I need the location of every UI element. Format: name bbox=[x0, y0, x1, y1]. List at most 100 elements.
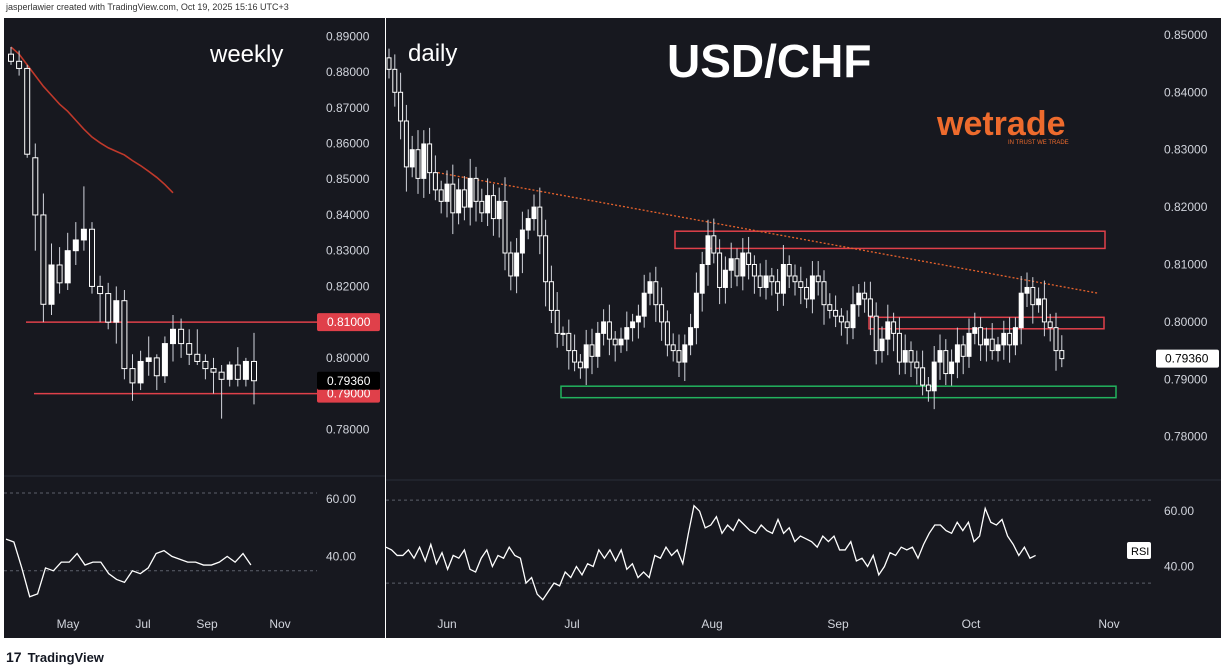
candle-body bbox=[129, 368, 136, 384]
daily-chart-panel[interactable]: 0.85000 0.84000 0.83000 0.82000 0.81000 0.800… bbox=[385, 18, 1221, 638]
candle-body bbox=[612, 338, 618, 346]
daily-title: daily bbox=[408, 40, 457, 67]
candle-body bbox=[427, 143, 433, 174]
candle-body bbox=[949, 361, 955, 375]
candle-body bbox=[792, 275, 798, 283]
candle-body bbox=[502, 200, 508, 254]
rsi-line bbox=[5, 538, 252, 598]
candle-body bbox=[80, 228, 87, 241]
candle-body bbox=[850, 304, 856, 329]
candle-body bbox=[121, 300, 128, 370]
candle-body bbox=[699, 263, 705, 294]
weekly-chart-svg: 0.89000 0.88000 0.87000 0.86000 0.85000 0.840… bbox=[4, 29, 385, 631]
candle-body bbox=[537, 206, 543, 237]
candle-body bbox=[815, 275, 821, 283]
time-tick-label: Nov bbox=[269, 617, 290, 631]
candle-body bbox=[717, 252, 723, 288]
price-tick-label: 0.84000 bbox=[1164, 85, 1208, 99]
candle-body bbox=[722, 269, 728, 288]
tradingview-brand: TradingView bbox=[27, 649, 104, 665]
rsi-tick-label: 40.00 bbox=[326, 549, 356, 563]
candle-body bbox=[583, 344, 589, 369]
downtrend-line bbox=[437, 172, 1099, 294]
candle-body bbox=[403, 120, 409, 168]
candle-body bbox=[242, 360, 249, 380]
candle-body bbox=[711, 235, 717, 254]
candle-body bbox=[763, 275, 769, 288]
candle-body bbox=[670, 344, 676, 352]
candle-body bbox=[630, 321, 636, 329]
time-tick-label: Nov bbox=[1098, 617, 1119, 631]
candle-body bbox=[682, 344, 688, 363]
weekly-chart-panel[interactable]: 0.89000 0.88000 0.87000 0.86000 0.85000 0.840… bbox=[4, 18, 385, 638]
candle-body bbox=[1024, 286, 1030, 294]
candle-body bbox=[531, 206, 537, 220]
candle-body bbox=[943, 350, 949, 375]
candle-body bbox=[885, 321, 891, 340]
candle-body bbox=[490, 195, 496, 220]
wetrade-logo: wetrade bbox=[936, 105, 1066, 143]
tradingview-logo-icon: 17 bbox=[6, 649, 22, 665]
candle-body bbox=[113, 300, 120, 323]
time-tick-label: Jul bbox=[564, 617, 579, 631]
candle-body bbox=[97, 285, 104, 295]
price-tick-label: 0.82000 bbox=[1164, 200, 1208, 214]
candle-body bbox=[827, 304, 833, 311]
candle-body bbox=[461, 189, 467, 208]
candle-body bbox=[647, 281, 653, 294]
level-price-label: 0.81000 bbox=[327, 315, 371, 329]
price-tick-label: 0.88000 bbox=[326, 65, 370, 79]
candle-body bbox=[786, 263, 792, 277]
candle-body bbox=[508, 252, 514, 277]
candle-body bbox=[920, 367, 926, 386]
candle-body bbox=[467, 177, 473, 208]
candle-body bbox=[1036, 298, 1042, 306]
daily-chart-svg: 0.85000 0.84000 0.83000 0.82000 0.81000 0.800… bbox=[385, 28, 1221, 631]
candle-body bbox=[421, 143, 427, 179]
price-tick-label: 0.87000 bbox=[326, 101, 370, 115]
candle-body bbox=[554, 309, 560, 334]
candle-body bbox=[226, 364, 233, 380]
candle-body bbox=[56, 264, 63, 284]
candle-body bbox=[664, 321, 670, 346]
candle-body bbox=[833, 309, 839, 317]
rsi-line bbox=[385, 504, 1036, 601]
candle-body bbox=[234, 364, 241, 380]
last-price-badge bbox=[1156, 349, 1219, 368]
candle-body bbox=[769, 275, 775, 283]
rsi-label: RSI bbox=[1131, 546, 1149, 558]
footer: 17 TradingView bbox=[6, 648, 104, 666]
candle-body bbox=[202, 360, 209, 370]
price-tick-label: 0.85000 bbox=[326, 172, 370, 186]
candle-body bbox=[386, 57, 392, 70]
candle-body bbox=[635, 315, 641, 323]
price-tick-label: 0.82000 bbox=[326, 279, 370, 293]
candle-body bbox=[595, 332, 601, 357]
candle-body bbox=[409, 149, 415, 168]
candle-body bbox=[105, 293, 112, 323]
last-price-label: 0.79360 bbox=[327, 374, 371, 388]
wetrade-tagline: IN TRUST WE TRADE bbox=[1008, 140, 1069, 146]
candle-body bbox=[572, 350, 578, 363]
candle-body bbox=[1047, 321, 1053, 329]
candle-body bbox=[972, 327, 978, 334]
candle-body bbox=[728, 258, 734, 271]
candle-body bbox=[485, 195, 491, 214]
price-tick-label: 0.85000 bbox=[1164, 28, 1208, 42]
moving-average-line bbox=[10, 46, 174, 194]
candle-body bbox=[444, 183, 450, 202]
price-tick-label: 0.84000 bbox=[326, 208, 370, 222]
candle-body bbox=[473, 177, 479, 202]
candle-body bbox=[64, 250, 71, 284]
candle-body bbox=[601, 321, 607, 334]
candle-body bbox=[8, 53, 14, 62]
candle-body bbox=[392, 68, 398, 93]
candle-body bbox=[450, 183, 456, 214]
rsi-tick-label: 60.00 bbox=[326, 492, 356, 506]
candle-body bbox=[1007, 332, 1013, 346]
candle-body bbox=[415, 149, 421, 179]
candle-body bbox=[210, 368, 217, 373]
candle-body bbox=[931, 361, 937, 392]
candle-body bbox=[178, 328, 185, 345]
candle-body bbox=[740, 252, 746, 277]
